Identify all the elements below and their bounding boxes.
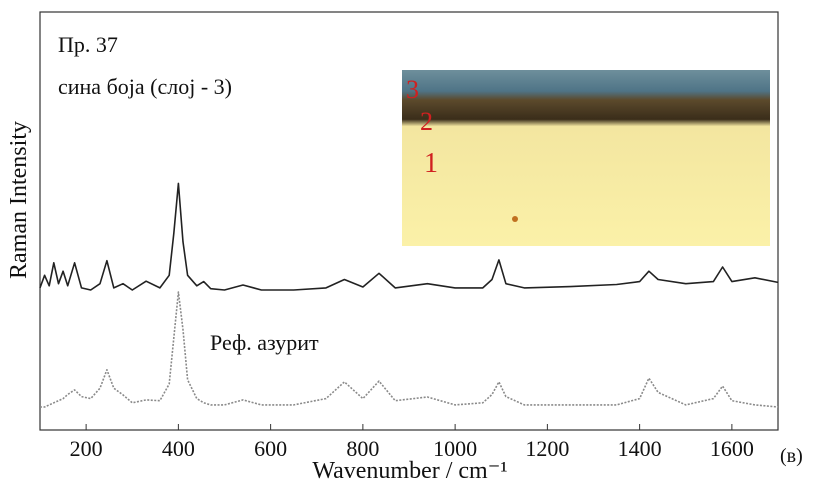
x-tick-label: 200 [70,436,103,461]
spectrum-line [40,291,779,408]
panel-label: (в) [780,445,803,467]
y-axis-label: Raman Intensity [6,121,32,279]
x-axis-label: Wavenumber / cm⁻¹ [312,458,507,484]
reference-label: Реф. азурит [210,330,319,355]
sample-desc: сина боја (слој - 3) [58,74,232,99]
x-tick-label: 1400 [618,436,662,461]
photo [402,70,770,246]
spectrum-line [39,182,779,291]
x-tick-label: 800 [346,436,379,461]
inset-label: 1 [424,148,438,179]
x-tick-label: 1200 [525,436,569,461]
inset-photo: 3 2 1 [402,70,770,246]
x-tick-label: 1000 [433,436,477,461]
inset-label: 2 [420,107,433,136]
inset-label: 3 [406,75,419,104]
x-tick-label: 400 [162,436,195,461]
photo-speck [512,216,518,222]
sample-label: Пр. 37 [58,32,118,57]
x-tick-label: 1600 [710,436,754,461]
x-tick-label: 600 [254,436,287,461]
plot-frame [39,11,779,431]
